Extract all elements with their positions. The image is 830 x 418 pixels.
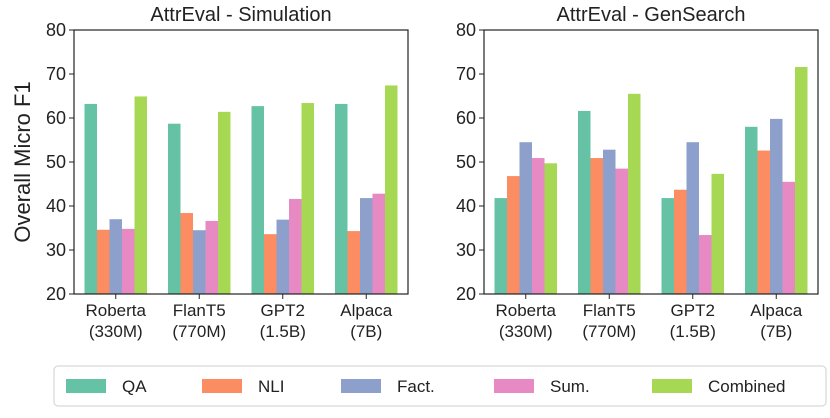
bar-fact-3	[276, 219, 289, 294]
bar-combined-1	[544, 163, 557, 294]
bar-combined-3	[711, 173, 724, 294]
bar-sum-1	[532, 158, 545, 294]
bar-nli-3	[674, 189, 687, 294]
bar-nli-2	[590, 158, 603, 294]
legend-label: Sum.	[550, 377, 590, 396]
y-tick-label: 80	[46, 20, 66, 40]
legend-swatch-nli	[202, 379, 242, 393]
x-tick-label: FlanT5	[583, 301, 636, 320]
bar-sum-4	[782, 181, 795, 294]
legend-label: Fact.	[397, 377, 435, 396]
bar-qa-2	[578, 110, 591, 295]
bar-nli-1	[97, 229, 110, 294]
y-tick-label: 50	[456, 152, 476, 172]
y-axis-label: Overall Micro F1	[10, 81, 35, 242]
x-tick-label: FlanT5	[173, 301, 226, 320]
x-tick-label: (330M)	[89, 322, 143, 341]
chart-title: AttrEval - GenSearch	[557, 4, 746, 26]
x-tick-label: Roberta	[86, 301, 147, 320]
bar-qa-3	[251, 106, 264, 295]
bar-nli-1	[507, 176, 520, 294]
legend-label: NLI	[258, 377, 284, 396]
bar-sum-3	[699, 235, 712, 294]
bar-qa-1	[494, 198, 507, 294]
legend-swatch-fact	[341, 379, 381, 393]
y-tick-label: 30	[456, 240, 476, 260]
bar-fact-1	[109, 219, 122, 294]
y-tick-label: 20	[456, 284, 476, 304]
x-tick-label: Roberta	[496, 301, 557, 320]
legend-swatch-qa	[66, 379, 106, 393]
x-tick-label: Alpaca	[750, 301, 803, 320]
bar-combined-2	[218, 111, 231, 294]
bar-combined-2	[628, 93, 641, 294]
x-tick-label: (1.5B)	[670, 322, 716, 341]
chart-panel-2: AttrEval - GenSearch 20 30 40 50 60 70 80 Robert…	[456, 4, 819, 341]
bar-combined-3	[301, 103, 314, 294]
bar-combined-4	[385, 85, 398, 294]
y-tick-label: 60	[46, 108, 66, 128]
x-tick-label: (770M)	[172, 322, 226, 341]
legend: QA NLI Fact. Sum. Combined	[53, 365, 827, 407]
x-tick-label: (770M)	[582, 322, 636, 341]
bar-nli-4	[757, 150, 770, 294]
x-tick-label: (330M)	[499, 322, 553, 341]
y-tick-label: 80	[456, 20, 476, 40]
bar-sum-2	[205, 220, 218, 294]
legend-label: QA	[122, 377, 147, 396]
legend-swatch-sum	[494, 379, 534, 393]
x-tick-label: (1.5B)	[260, 322, 306, 341]
bar-qa-4	[335, 103, 348, 294]
bar-fact-4	[770, 118, 783, 294]
y-tick-label: 60	[456, 108, 476, 128]
bar-qa-2	[168, 123, 181, 294]
x-tick-label: GPT2	[261, 301, 305, 320]
y-tick-label: 30	[46, 240, 66, 260]
chart-panel-1: AttrEval - Simulation 20 30 40 50 60 70 80 Rober…	[46, 4, 409, 341]
bar-nli-4	[347, 231, 360, 294]
plot-frame	[73, 29, 409, 295]
chart-title: AttrEval - Simulation	[150, 4, 331, 26]
x-tick-label: Alpaca	[340, 301, 393, 320]
x-tick-label: GPT2	[671, 301, 715, 320]
y-tick-label: 70	[46, 64, 66, 84]
bar-nli-3	[264, 234, 277, 294]
bar-fact-3	[686, 142, 699, 294]
x-tick-label: (7B)	[350, 322, 382, 341]
y-tick-label: 70	[456, 64, 476, 84]
x-tick-label: (7B)	[760, 322, 792, 341]
bar-qa-4	[745, 126, 758, 294]
bar-sum-4	[372, 193, 385, 294]
bar-fact-2	[603, 149, 616, 294]
plot-frame	[483, 29, 819, 295]
bar-sum-2	[615, 168, 628, 294]
legend-label: Combined	[708, 377, 786, 396]
legend-swatch-combined	[652, 379, 692, 393]
bar-sum-3	[289, 198, 302, 294]
bar-qa-3	[661, 198, 674, 294]
bar-combined-1	[134, 96, 147, 294]
y-tick-label: 20	[46, 284, 66, 304]
chart-panels: AttrEval - Simulation 20 30 40 50 60 70 80 Rober…	[46, 4, 819, 341]
bar-combined-4	[795, 66, 808, 295]
bar-sum-1	[122, 228, 135, 294]
y-tick-label: 40	[456, 196, 476, 216]
bar-nli-2	[180, 213, 193, 294]
y-tick-label: 50	[46, 152, 66, 172]
y-tick-label: 40	[46, 196, 66, 216]
bar-fact-4	[360, 198, 373, 294]
bar-qa-1	[84, 103, 97, 294]
bar-fact-2	[193, 230, 206, 294]
bar-fact-1	[519, 142, 532, 294]
legend-frame	[53, 365, 827, 407]
